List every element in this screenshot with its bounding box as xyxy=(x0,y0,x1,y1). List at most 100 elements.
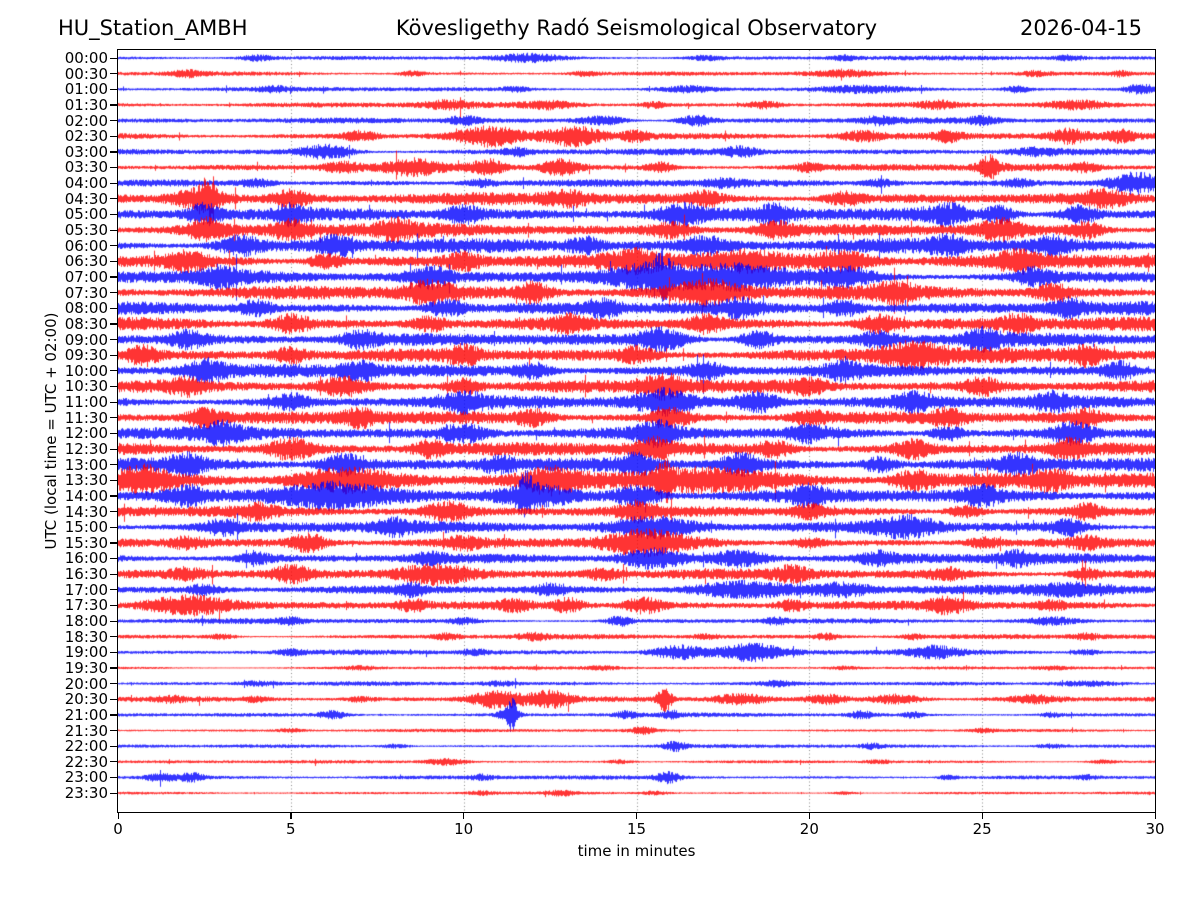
x-tick-mark xyxy=(1154,813,1156,819)
y-tick-mark xyxy=(110,589,117,591)
y-tick-label: 06:30 xyxy=(64,252,108,271)
y-tick-label: 20:00 xyxy=(64,674,108,693)
y-tick-label: 10:00 xyxy=(64,361,108,380)
y-tick-mark xyxy=(110,479,117,481)
y-tick-mark xyxy=(110,198,117,200)
y-tick-mark xyxy=(110,542,117,544)
y-tick-label: 02:30 xyxy=(64,127,108,146)
y-tick-label: 22:00 xyxy=(64,737,108,756)
y-tick-label: 13:00 xyxy=(64,455,108,474)
y-tick-mark xyxy=(110,166,117,169)
y-tick-mark xyxy=(110,307,117,309)
y-tick-mark xyxy=(110,339,117,341)
y-tick-mark xyxy=(110,385,117,388)
y-tick-mark xyxy=(110,104,117,106)
y-tick-label: 00:00 xyxy=(64,49,108,67)
y-tick-mark xyxy=(110,526,117,528)
y-tick-label: 11:30 xyxy=(64,408,108,427)
y-tick-label: 05:00 xyxy=(64,205,108,224)
x-tick-mark xyxy=(463,813,465,819)
y-tick-label: 07:30 xyxy=(64,283,108,302)
y-tick-mark xyxy=(110,620,117,622)
y-tick-label: 14:30 xyxy=(64,502,108,521)
y-tick-mark xyxy=(110,370,117,372)
y-tick-label: 18:30 xyxy=(64,627,108,646)
y-tick-mark xyxy=(110,636,117,638)
y-tick-label: 19:00 xyxy=(64,643,108,662)
y-tick-label: 16:30 xyxy=(64,565,108,584)
y-tick-mark xyxy=(110,245,117,247)
y-tick-label: 01:00 xyxy=(64,80,108,99)
y-tick-label: 16:00 xyxy=(64,549,108,568)
y-tick-mark xyxy=(110,714,117,716)
y-tick-mark xyxy=(110,651,117,653)
y-tick-label: 07:00 xyxy=(64,267,108,286)
y-tick-mark xyxy=(110,151,117,153)
y-tick-mark xyxy=(110,292,117,294)
y-tick-label: 10:30 xyxy=(64,377,108,396)
y-tick-label: 09:30 xyxy=(64,346,108,365)
y-tick-label: 14:00 xyxy=(64,486,108,505)
x-tick-label: 15 xyxy=(626,820,647,838)
seismogram-canvas xyxy=(118,50,1155,812)
y-tick-mark xyxy=(110,323,117,325)
y-tick-mark xyxy=(110,730,117,732)
y-tick-label: 17:00 xyxy=(64,580,108,599)
y-tick-label: 04:30 xyxy=(64,189,108,208)
x-tick-mark xyxy=(290,813,292,819)
y-tick-mark xyxy=(110,120,117,122)
y-tick-label: 11:00 xyxy=(64,393,108,412)
x-tick-mark xyxy=(808,813,811,819)
y-tick-mark xyxy=(110,213,117,216)
x-tick-mark xyxy=(981,813,983,819)
y-tick-mark xyxy=(110,182,117,184)
y-tick-label: 05:30 xyxy=(64,221,108,240)
x-tick-mark xyxy=(636,813,638,819)
y-tick-mark xyxy=(110,401,117,403)
y-tick-mark xyxy=(110,73,117,75)
y-tick-mark xyxy=(110,276,117,278)
y-tick-label: 12:30 xyxy=(64,440,108,458)
y-tick-mark xyxy=(110,604,117,607)
y-tick-label: 12:00 xyxy=(64,424,108,443)
y-tick-mark xyxy=(110,776,117,779)
y-tick-mark xyxy=(110,135,117,137)
y-tick-mark xyxy=(110,557,117,560)
y-tick-mark xyxy=(110,683,117,685)
y-tick-mark xyxy=(110,229,117,231)
y-tick-label: 15:00 xyxy=(64,518,108,537)
y-tick-mark xyxy=(110,573,117,575)
y-tick-mark xyxy=(110,260,117,262)
y-tick-label: 02:00 xyxy=(64,111,108,130)
y-tick-mark xyxy=(110,417,117,419)
y-tick-label: 20:30 xyxy=(64,690,108,709)
y-tick-label: 13:30 xyxy=(64,471,108,490)
x-axis-label: time in minutes xyxy=(577,842,696,860)
observatory-title: Kövesligethy Radó Seismological Observat… xyxy=(395,16,878,40)
y-tick-label: 00:30 xyxy=(64,64,108,83)
y-tick-mark xyxy=(110,57,117,59)
y-tick-label: 06:00 xyxy=(64,236,108,255)
y-tick-mark xyxy=(110,667,117,669)
y-tick-mark xyxy=(110,745,117,747)
y-tick-label: 04:00 xyxy=(64,174,108,193)
station-title: HU_Station_AMBH xyxy=(58,16,248,40)
y-tick-mark xyxy=(110,464,117,466)
y-tick-label: 08:30 xyxy=(64,314,108,333)
y-tick-label: 21:00 xyxy=(64,705,108,724)
y-tick-label: 08:00 xyxy=(64,299,108,318)
x-tick-label: 20 xyxy=(799,820,819,838)
y-tick-label: 01:30 xyxy=(64,95,108,114)
y-tick-label: 09:00 xyxy=(64,330,108,349)
y-tick-label: 17:30 xyxy=(64,596,108,615)
y-tick-mark xyxy=(110,88,117,90)
x-tick-label: 5 xyxy=(286,820,296,838)
y-tick-label: 23:00 xyxy=(64,768,108,787)
y-tick-mark xyxy=(110,432,117,435)
plot-area xyxy=(117,49,1156,813)
date-title: 2026-04-15 xyxy=(1019,16,1142,40)
x-tick-label: 25 xyxy=(972,820,992,838)
y-tick-label: 03:30 xyxy=(64,158,108,177)
y-tick-label: 03:00 xyxy=(64,142,108,161)
